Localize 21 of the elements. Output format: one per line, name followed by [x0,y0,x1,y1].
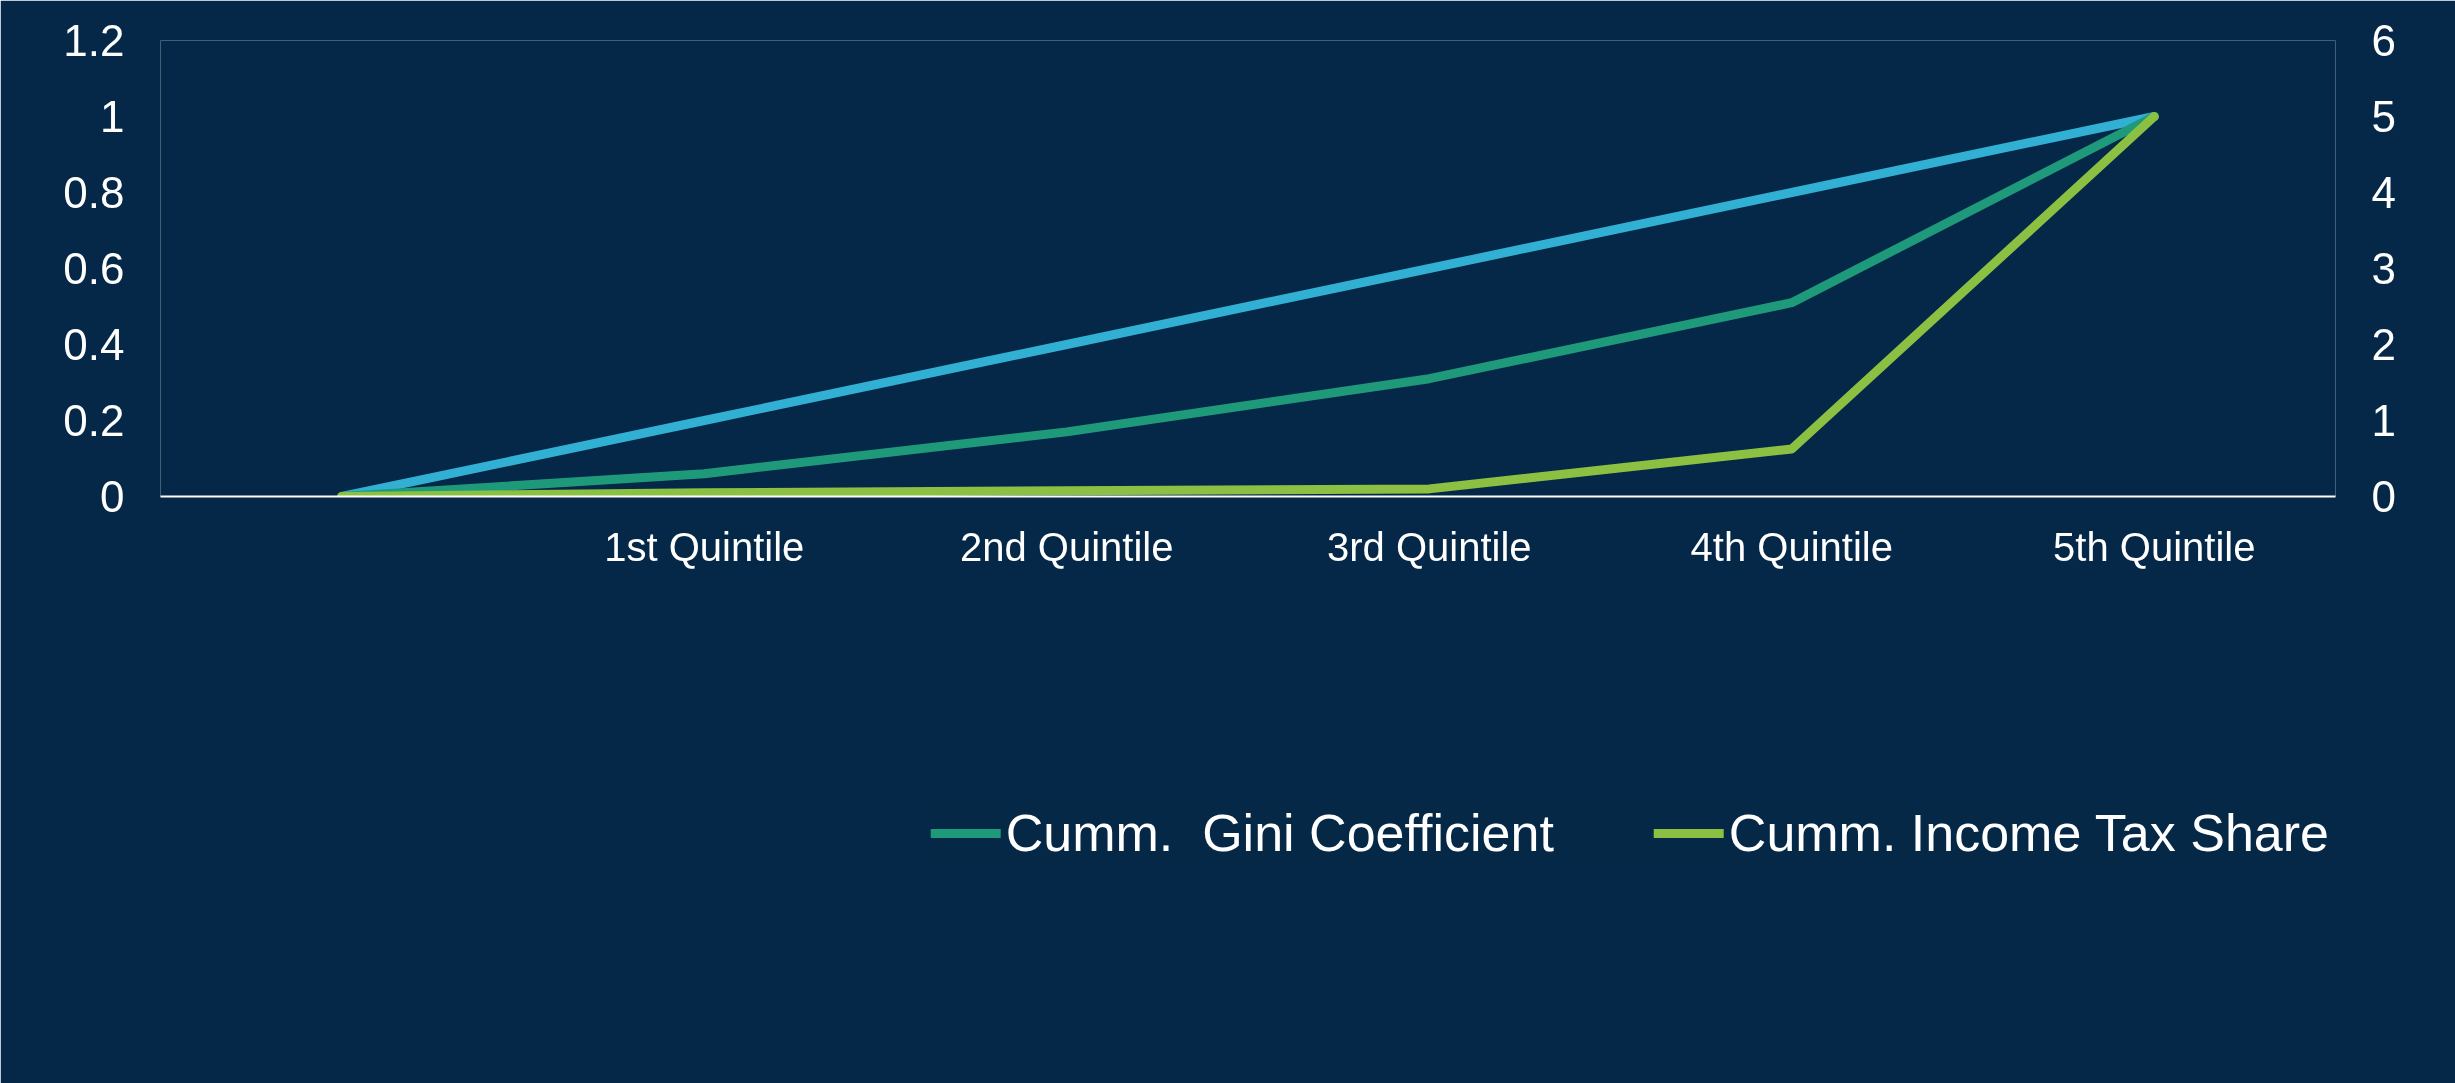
legend-label: Cumm. Income Tax Share [1728,803,2329,863]
y-tick-label: 0.8 [63,168,125,217]
y-tick-label: 0 [100,472,125,521]
y2-tick-label: 5 [2371,92,2396,141]
y-tick-label: 0.6 [63,244,125,293]
y2-tick-label: 2 [2371,320,2396,369]
y-tick-label: 1 [100,92,125,141]
x-tick-label: 4th Quintile [1690,524,1893,569]
x-tick-label: 3rd Quintile [1326,524,1532,569]
y-tick-label: 1.2 [63,16,125,65]
x-tick-label: 1st Quintile [604,524,805,569]
y-tick-label: 0.2 [63,396,125,445]
y-tick-label: 0.4 [63,320,125,369]
y2-tick-label: 4 [2371,168,2396,217]
y2-tick-label: 1 [2371,396,2396,445]
x-tick-label: 5th Quintile [2053,524,2256,569]
x-tick-label: 2nd Quintile [960,524,1174,569]
y2-tick-label: 3 [2371,244,2396,293]
y2-tick-label: 6 [2371,16,2396,65]
legend-label: Cumm. Gini Coefficient [1005,803,1554,863]
y2-tick-label: 0 [2371,472,2396,521]
